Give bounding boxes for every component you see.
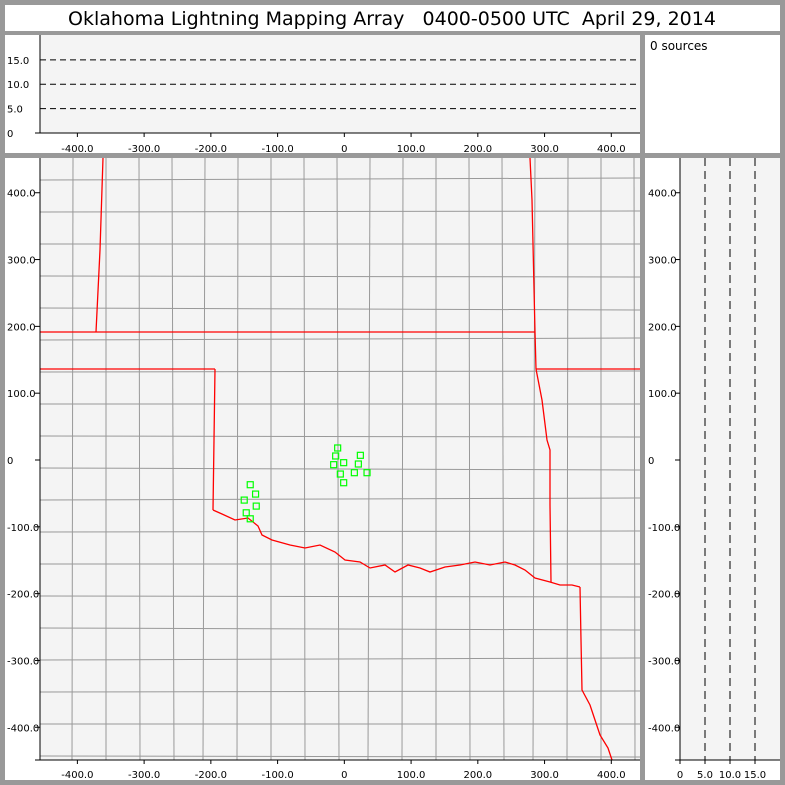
county-line: [367, 157, 371, 761]
border-red-river: [212, 509, 581, 588]
altitude-x-tick-label: 400.0: [597, 144, 626, 155]
county-line: [468, 157, 471, 761]
county-line: [39, 497, 641, 501]
plan-y-tick-label: -200.0: [7, 590, 39, 601]
county-line: [633, 157, 636, 761]
plan-y-tick-label: -100.0: [7, 523, 39, 534]
ns-x-tick-label: 15.0: [744, 770, 766, 781]
county-line: [39, 177, 641, 181]
plan-y-tick-label: 300.0: [7, 256, 36, 267]
county-line: [39, 755, 641, 758]
altitude-y-tick-label: 0: [7, 129, 13, 140]
state-borders: [40, 157, 640, 761]
station-marker: [340, 459, 348, 467]
ns-x-tick-label: 5.0: [697, 770, 713, 781]
county-line: [566, 157, 569, 761]
altitude-x-tick-label: -400.0: [61, 144, 93, 155]
county-line: [39, 657, 641, 661]
station-marker: [330, 461, 338, 469]
county-line: [501, 157, 505, 761]
county-line: [401, 157, 404, 761]
county-line: [39, 210, 641, 213]
county-line: [39, 530, 641, 533]
altitude-y-tick-label: 10.0: [7, 80, 29, 91]
station-marker: [251, 490, 260, 498]
station-marker: [252, 502, 260, 510]
county-line: [39, 467, 641, 471]
border-oklahoma-east: [535, 368, 552, 583]
altitude-x-tick-label: 100.0: [397, 144, 426, 155]
ns-y-tick-label: -200.0: [648, 590, 680, 601]
plan-x-tick-label: 200.0: [463, 770, 492, 781]
county-line: [39, 307, 641, 311]
plan-x-tick-label: 300.0: [530, 770, 559, 781]
altitude-x-tick-label: 300.0: [530, 144, 559, 155]
station-marker: [356, 451, 364, 459]
ns-y-tick-label: 300.0: [648, 256, 677, 267]
border-texas-arkansas: [579, 586, 613, 761]
plan-y-tick-label: 0: [7, 456, 13, 467]
station-marker: [336, 470, 344, 478]
ns-y-tick-label: 200.0: [648, 322, 677, 333]
plan-x-tick-label: 400.0: [597, 770, 626, 781]
station-marker: [334, 444, 342, 452]
ns-x-tick-label: 10.0: [719, 770, 741, 781]
altitude-x-tick-label: 0: [341, 144, 347, 155]
border-colorado-kansas: [95, 157, 104, 333]
plan-x-tick-label: 0: [341, 770, 347, 781]
altitude-x-tick-label: -300.0: [128, 144, 160, 155]
county-line: [532, 157, 536, 761]
station-marker: [246, 481, 254, 489]
altitude-y-tick-label: 15.0: [7, 56, 29, 67]
title-box: [5, 5, 780, 31]
ns-y-tick-label: 0: [648, 456, 654, 467]
source-count-panel: [645, 35, 780, 153]
border-kansas-missouri: [529, 157, 537, 370]
axes: 05.010.015.0-400.0 -300.0 -200.0 -100.0 0 100…: [7, 35, 780, 781]
border-oklahoma-west: [212, 368, 216, 511]
county-line: [39, 690, 641, 693]
county-line: [39, 435, 641, 438]
station-marker: [242, 509, 250, 517]
county-line: [39, 275, 641, 278]
station-marker: [354, 460, 362, 468]
county-line: [39, 595, 641, 598]
plan-x-tick-label: -100.0: [261, 770, 293, 781]
plan-y-tick-label: -400.0: [7, 723, 39, 734]
altitude-y-tick-label: 5.0: [7, 105, 23, 116]
county-line: [303, 157, 306, 761]
ns-x-tick-label: 0: [677, 770, 683, 781]
plan-y-tick-label: 400.0: [7, 189, 36, 200]
ns-y-tick-label: -300.0: [648, 656, 680, 667]
county-line: [39, 370, 641, 373]
source-count: 0 sources: [650, 39, 708, 53]
station-marker: [363, 469, 371, 477]
station-marker: [332, 452, 340, 460]
ns-y-tick-label: 400.0: [648, 189, 677, 200]
station-marker: [246, 515, 254, 523]
plan-y-tick-label: 200.0: [7, 322, 36, 333]
county-line: [39, 627, 641, 631]
plan-x-tick-label: -300.0: [128, 770, 160, 781]
plan-y-tick-label: 100.0: [7, 389, 36, 400]
county-boundaries: [39, 157, 641, 761]
altitude-x-tick-label: -200.0: [195, 144, 227, 155]
station-marker: [240, 496, 248, 504]
ns-y-tick-label: -100.0: [648, 523, 680, 534]
altitude-x-tick-label: 200.0: [463, 144, 492, 155]
figure-title: Oklahoma Lightning Mapping Array 0400-05…: [68, 8, 716, 30]
altitude-x-tick-label: -100.0: [261, 144, 293, 155]
lma-stations: [240, 444, 371, 523]
plan-y-tick-label: -300.0: [7, 656, 39, 667]
ns-y-tick-label: -400.0: [648, 723, 680, 734]
plan-x-tick-label: -200.0: [195, 770, 227, 781]
county-line: [39, 337, 641, 341]
station-marker: [350, 469, 358, 477]
plan-x-tick-label: 100.0: [397, 770, 426, 781]
plan-x-tick-label: -400.0: [61, 770, 93, 781]
station-marker: [340, 479, 348, 487]
ns-y-tick-label: 100.0: [648, 389, 677, 400]
